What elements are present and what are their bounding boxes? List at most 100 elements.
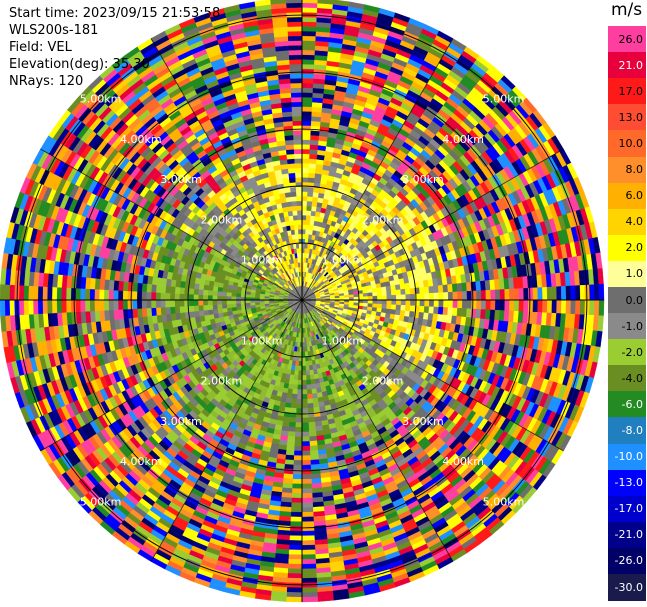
radar-cell: [301, 129, 312, 136]
radar-cell: [301, 450, 311, 456]
radar-cell: [301, 167, 310, 174]
radar-cell: [308, 172, 316, 179]
radar-cell: [494, 289, 501, 301]
radar-cell: [372, 295, 378, 301]
radar-cell: [466, 281, 472, 292]
radar-cell: [386, 299, 392, 305]
radar-cell: [542, 299, 548, 314]
radar-cell: [391, 294, 397, 301]
radar-cell: [310, 459, 320, 466]
radar-cell: [292, 478, 303, 485]
radar-cell: [308, 364, 314, 371]
radar-cell: [301, 195, 308, 202]
radar-cell: [312, 397, 319, 404]
radar-cell: [428, 306, 435, 315]
radar-cell: [301, 162, 310, 169]
radar-cell: [305, 219, 311, 226]
radar-cell: [301, 139, 311, 145]
radar-cell: [301, 7, 318, 13]
radar-cell: [317, 595, 334, 602]
radar-cell: [301, 497, 313, 504]
radar-cell: [452, 291, 458, 301]
radar-cell: [306, 388, 313, 395]
radar-cell: [301, 186, 309, 192]
radar-cell: [447, 291, 454, 301]
radar-cell: [290, 502, 303, 508]
radar-cell: [546, 299, 553, 314]
radar-cell: [308, 431, 317, 437]
radar-cell: [428, 292, 435, 301]
radar-cell: [301, 483, 313, 490]
radar-cell: [286, 440, 295, 447]
radar-cell: [485, 299, 492, 311]
radar-cell: [490, 289, 496, 301]
radar-cell: [309, 139, 320, 146]
radar-cell: [419, 286, 425, 295]
radar-cell: [301, 214, 307, 221]
radar-cell: [305, 224, 311, 230]
radar-cells: [0, 0, 605, 603]
radar-cell: [589, 284, 595, 301]
radar-cell: [386, 304, 392, 310]
radar-cell: [311, 392, 318, 399]
radar-cell: [438, 292, 444, 301]
radar-cell: [301, 54, 316, 60]
radar-cell: [295, 408, 303, 414]
radar-cell: [301, 478, 312, 485]
radar-cell: [565, 285, 572, 301]
radar-cell: [301, 389, 308, 395]
radar-cell: [551, 299, 558, 314]
radar-cell: [292, 379, 299, 386]
radar-cell: [428, 285, 435, 294]
radar-cell: [297, 370, 303, 376]
radar-cell: [301, 549, 316, 556]
radar-cell: [301, 384, 307, 390]
radar-cell: [381, 303, 388, 310]
radar-cell: [301, 459, 311, 466]
radar-cell: [376, 287, 383, 293]
radar-cell: [404, 288, 411, 295]
radar-cell: [404, 282, 411, 290]
radar-cell: [301, 464, 312, 471]
radar-cell: [297, 375, 303, 381]
radar-cell: [291, 388, 298, 395]
radar-cell: [301, 375, 307, 381]
radar-cell: [289, 535, 303, 541]
radar-cell: [293, 450, 303, 456]
radar-cell: [461, 291, 468, 301]
radar-cell: [309, 153, 318, 160]
radar-cell: [560, 285, 567, 301]
radar-cell: [301, 431, 310, 438]
radar-cell: [304, 360, 310, 367]
radar-cell: [579, 299, 586, 316]
radar-cell: [301, 540, 316, 546]
radar-cell: [270, 595, 287, 602]
radar-cell: [485, 289, 492, 301]
radar-cell: [286, 435, 296, 442]
radar-cell: [286, 577, 303, 584]
radar-cell: [301, 488, 313, 494]
radar-cell: [301, 35, 317, 42]
radar-cell: [311, 388, 318, 395]
radar-cell: [466, 299, 473, 310]
radar-cell: [386, 290, 392, 296]
radar-cell: [593, 299, 600, 316]
radar-cell: [527, 287, 534, 301]
radar-cell: [381, 290, 388, 297]
radar-cell: [301, 101, 313, 108]
radar-cell: [301, 426, 310, 433]
radar-cell: [363, 299, 369, 304]
radar-cell: [433, 299, 440, 308]
radar-cell: [433, 285, 439, 294]
radar-cell: [409, 305, 416, 313]
radar-cell: [532, 299, 539, 313]
radar-cell: [301, 436, 310, 442]
radar-cell: [301, 511, 314, 518]
radar-cell: [394, 309, 401, 316]
radar-cell: [575, 285, 581, 301]
radar-cell: [309, 440, 318, 447]
radar-cell: [442, 307, 449, 316]
radar-cell: [442, 284, 449, 293]
radar-cell: [301, 40, 316, 46]
radar-cell: [447, 283, 454, 293]
